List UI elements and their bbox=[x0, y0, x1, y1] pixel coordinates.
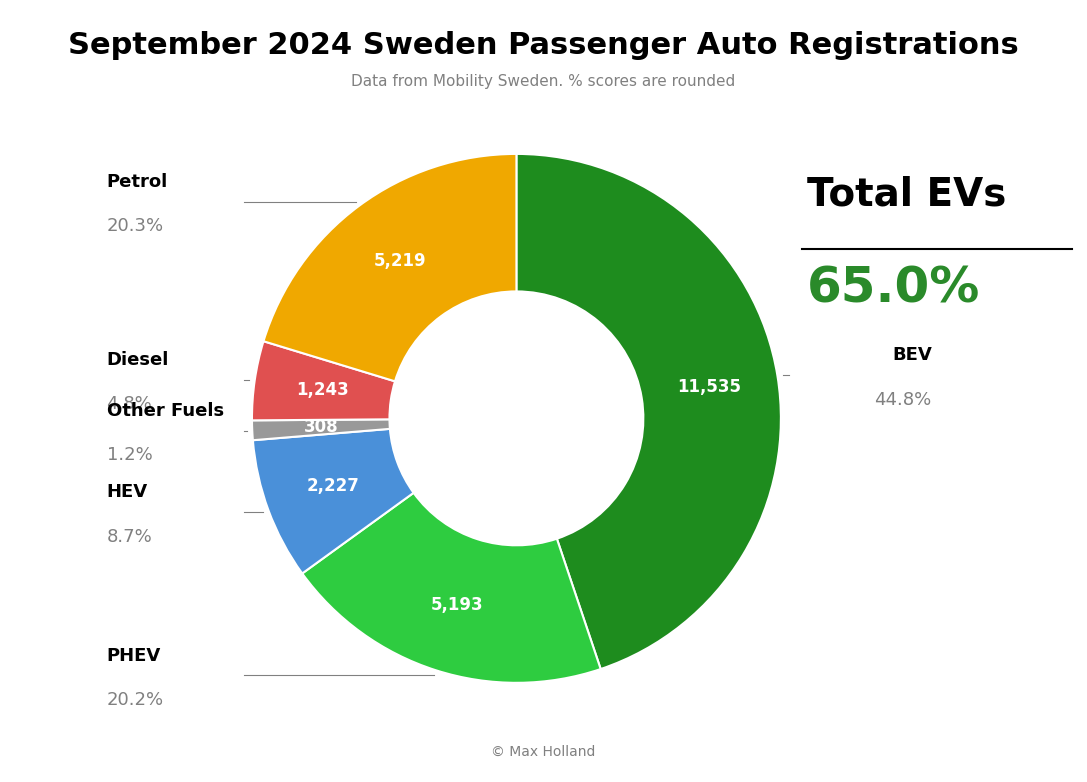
Wedge shape bbox=[263, 154, 516, 382]
Text: 1,243: 1,243 bbox=[297, 382, 349, 400]
Text: Data from Mobility Sweden. % scores are rounded: Data from Mobility Sweden. % scores are … bbox=[351, 74, 736, 89]
Text: 44.8%: 44.8% bbox=[874, 391, 932, 409]
Wedge shape bbox=[302, 493, 601, 683]
Text: Diesel: Diesel bbox=[107, 351, 168, 369]
Text: 11,535: 11,535 bbox=[677, 378, 741, 396]
Text: BEV: BEV bbox=[891, 346, 932, 364]
Text: © Max Holland: © Max Holland bbox=[491, 744, 596, 759]
Wedge shape bbox=[252, 419, 390, 440]
Text: 20.3%: 20.3% bbox=[107, 217, 164, 235]
Text: 20.2%: 20.2% bbox=[107, 691, 164, 709]
Wedge shape bbox=[253, 429, 414, 573]
Text: 8.7%: 8.7% bbox=[107, 528, 152, 546]
Text: 2,227: 2,227 bbox=[307, 477, 360, 495]
Text: 308: 308 bbox=[303, 418, 338, 436]
Text: PHEV: PHEV bbox=[107, 647, 161, 665]
Text: September 2024 Sweden Passenger Auto Registrations: September 2024 Sweden Passenger Auto Reg… bbox=[68, 31, 1019, 60]
Text: 5,219: 5,219 bbox=[374, 252, 426, 270]
Text: Petrol: Petrol bbox=[107, 173, 167, 191]
Wedge shape bbox=[252, 341, 395, 421]
Text: Other Fuels: Other Fuels bbox=[107, 402, 224, 420]
Text: 1.2%: 1.2% bbox=[107, 447, 152, 465]
Wedge shape bbox=[516, 154, 780, 669]
Text: 4.8%: 4.8% bbox=[107, 396, 152, 414]
Text: 5,193: 5,193 bbox=[430, 596, 483, 614]
Text: 65.0%: 65.0% bbox=[808, 265, 980, 313]
Text: Total EVs: Total EVs bbox=[808, 175, 1007, 213]
Text: HEV: HEV bbox=[107, 483, 148, 501]
